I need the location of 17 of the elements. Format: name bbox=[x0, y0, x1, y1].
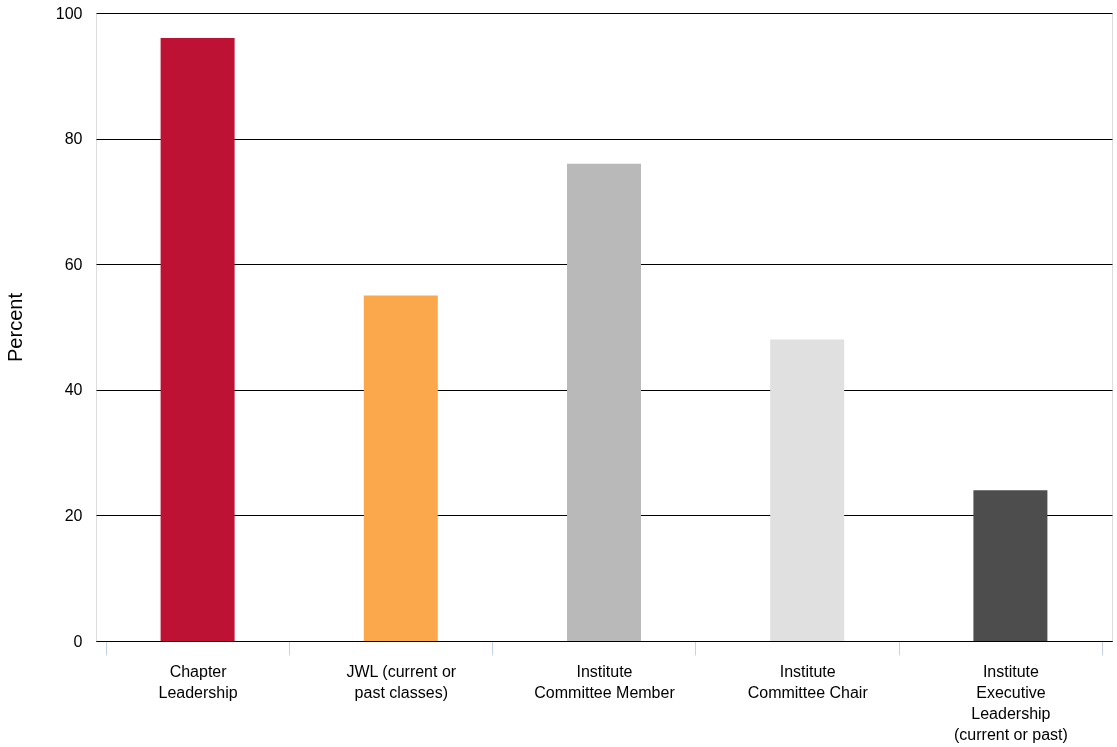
y-tick-label: 60 bbox=[64, 255, 83, 273]
y-axis-title: Percent bbox=[3, 292, 26, 362]
y-tick-label: 100 bbox=[55, 4, 83, 22]
bar bbox=[567, 163, 641, 641]
x-tick-label: Institute Committee Member bbox=[534, 662, 676, 701]
x-tick-label: JWL (current or past classes) bbox=[346, 662, 457, 701]
y-tick-label: 40 bbox=[64, 381, 83, 399]
bar bbox=[160, 38, 235, 641]
y-tick-label: 20 bbox=[64, 506, 83, 524]
bar bbox=[770, 339, 845, 641]
y-tick-label: 80 bbox=[64, 130, 83, 148]
x-tick-label: Institute Executive Leadership (current or past) bbox=[953, 662, 1068, 743]
x-tick-label: Chapter Leadership bbox=[158, 662, 238, 701]
y-tick-label: 0 bbox=[73, 632, 83, 650]
x-tick-label: Institute Committee Chair bbox=[747, 662, 869, 701]
bar bbox=[973, 490, 1048, 641]
bar bbox=[363, 295, 438, 641]
